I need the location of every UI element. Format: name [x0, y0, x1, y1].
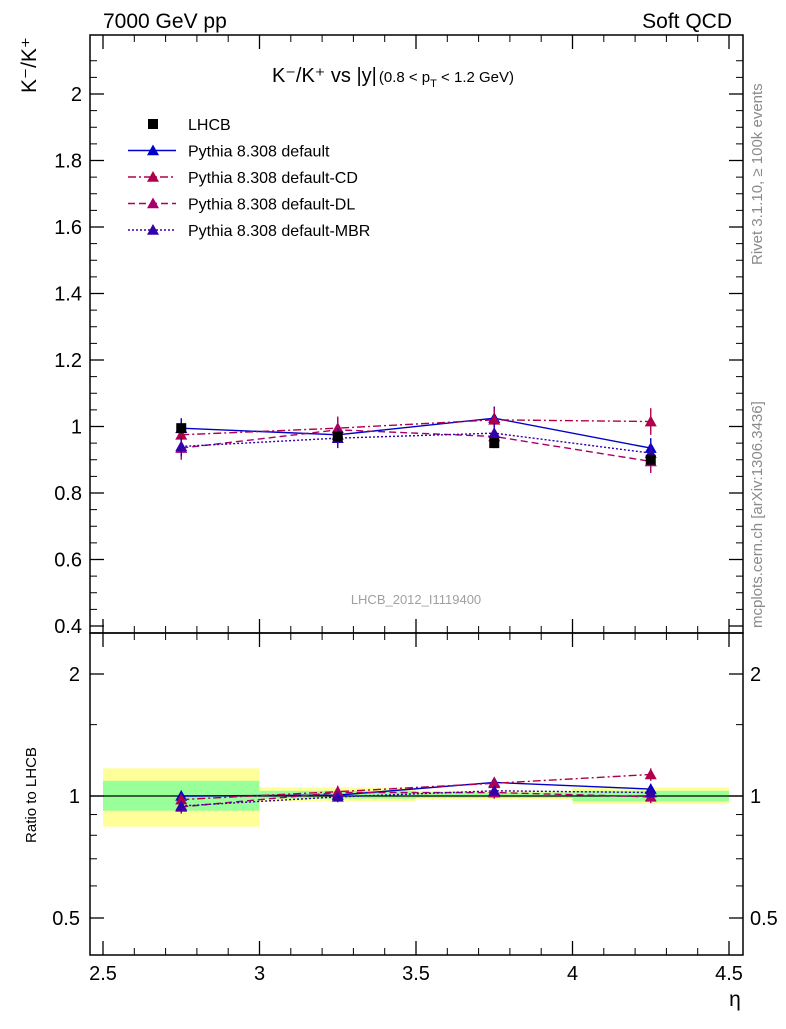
header-left: 7000 GeV pp [103, 10, 227, 33]
header-right: Soft QCD [642, 10, 732, 33]
main-ytick-label: 1 [71, 417, 82, 439]
ratio-series-3 [175, 784, 657, 812]
legend-label: LHCB [188, 117, 231, 134]
ratio-ytick-label-right: 0.5 [750, 908, 778, 930]
ratio-series-line [181, 773, 651, 801]
ratio-series-1 [175, 768, 657, 806]
ratio-point [644, 768, 657, 780]
main-series-line [181, 419, 651, 436]
ratio-series-line [181, 791, 651, 808]
legend-marker [147, 224, 159, 235]
main-ytick-label: 1.2 [54, 350, 82, 372]
chart-title-range: (0.8 < p [379, 69, 430, 86]
ratio-point [488, 784, 501, 796]
legend: LHCB Pythia 8.308 default Pythia 8.308 def… [128, 117, 370, 240]
ratio-xlabel: η [729, 988, 741, 1011]
ratio-ytick-label: 0.5 [52, 908, 80, 930]
legend-entry: Pythia 8.308 default [128, 144, 330, 161]
legend-label: Pythia 8.308 default-DL [188, 197, 355, 214]
main-series-line [181, 429, 651, 463]
main-series-0 [176, 423, 656, 465]
analysis-watermark: LHCB_2012_I1119400 [351, 592, 481, 607]
legend-label: Pythia 8.308 default [188, 144, 330, 161]
ratio-xtick-label: 3 [254, 963, 265, 985]
main-point [175, 428, 188, 440]
axes-layer: 0.4 0.6 0.8 1 1.2 1.4 1.6 1.8 2 2.5 3 3.5 4 4.5 0.5 0.5… [52, 35, 778, 985]
main-panel [90, 35, 743, 633]
main-series-line [181, 432, 651, 454]
main-point [175, 440, 188, 452]
main-data-point [332, 431, 343, 442]
chart-title-main: K⁻/K⁺ vs |y| [272, 65, 377, 87]
legend-marker [147, 171, 159, 182]
main-ytick-label: 1.8 [54, 151, 82, 173]
main-ytick-label: 0.8 [54, 483, 82, 505]
legend-label: Pythia 8.308 default-CD [188, 170, 358, 187]
ratio-ylabel: Ratio to LHCB [23, 747, 40, 843]
main-series-line [181, 417, 651, 449]
main-data-point [489, 438, 500, 449]
chart-title: K⁻/K⁺ vs |y| (0.8 < pT < 1.2 GeV) [272, 65, 514, 90]
ratio-point [331, 790, 344, 802]
ratio-xtick-label: 2.5 [89, 963, 117, 985]
legend-marker-data [148, 119, 158, 129]
ratio-series-line [181, 781, 651, 797]
ratio-point [488, 777, 501, 789]
main-data-point [645, 454, 656, 465]
main-ytick-label: 1.4 [54, 284, 82, 306]
ratio-point [175, 799, 188, 811]
legend-entry: Pythia 8.308 default-MBR [128, 223, 370, 240]
main-data-point [176, 423, 187, 434]
main-point [488, 413, 501, 425]
ratio-point [175, 793, 188, 805]
ratio-ytick-label: 2 [69, 664, 80, 686]
ratio-xtick-label: 4 [567, 963, 578, 985]
rivet-label: Rivet 3.1.10, ≥ 100k events [749, 83, 766, 265]
ratio-frame [89, 632, 744, 956]
ratio-ytick-label: 1 [69, 786, 80, 808]
ratio-point [644, 786, 657, 798]
main-ytick-label: 1.6 [54, 217, 82, 239]
main-ytick-label: 2 [71, 84, 82, 106]
legend-entry: LHCB [148, 117, 231, 134]
main-ytick-label: 0.4 [54, 616, 82, 638]
main-ytick-label: 0.6 [54, 550, 82, 572]
ratio-xtick-label: 3.5 [402, 963, 430, 985]
ratio-ytick-label-right: 1 [750, 786, 761, 808]
legend-marker [147, 144, 159, 156]
main-point [488, 427, 501, 438]
legend-label: Pythia 8.308 default-MBR [188, 223, 370, 240]
legend-marker [147, 197, 159, 209]
chart-title-sub: T [430, 78, 437, 90]
ratio-series-layer [175, 768, 657, 814]
main-point [644, 415, 657, 427]
main-ylabel: K⁻/K⁺ [18, 37, 41, 93]
mcplots-label: mcplots.cern.ch [arXiv:1306.3436] [749, 401, 766, 628]
main-series-layer [175, 406, 657, 474]
ratio-ytick-label-right: 2 [750, 664, 761, 686]
legend-entry: Pythia 8.308 default-DL [128, 197, 355, 214]
ratio-xtick-label: 4.5 [715, 963, 743, 985]
chart-title-range-end: < 1.2 GeV) [437, 69, 514, 86]
legend-entry: Pythia 8.308 default-CD [128, 170, 358, 187]
